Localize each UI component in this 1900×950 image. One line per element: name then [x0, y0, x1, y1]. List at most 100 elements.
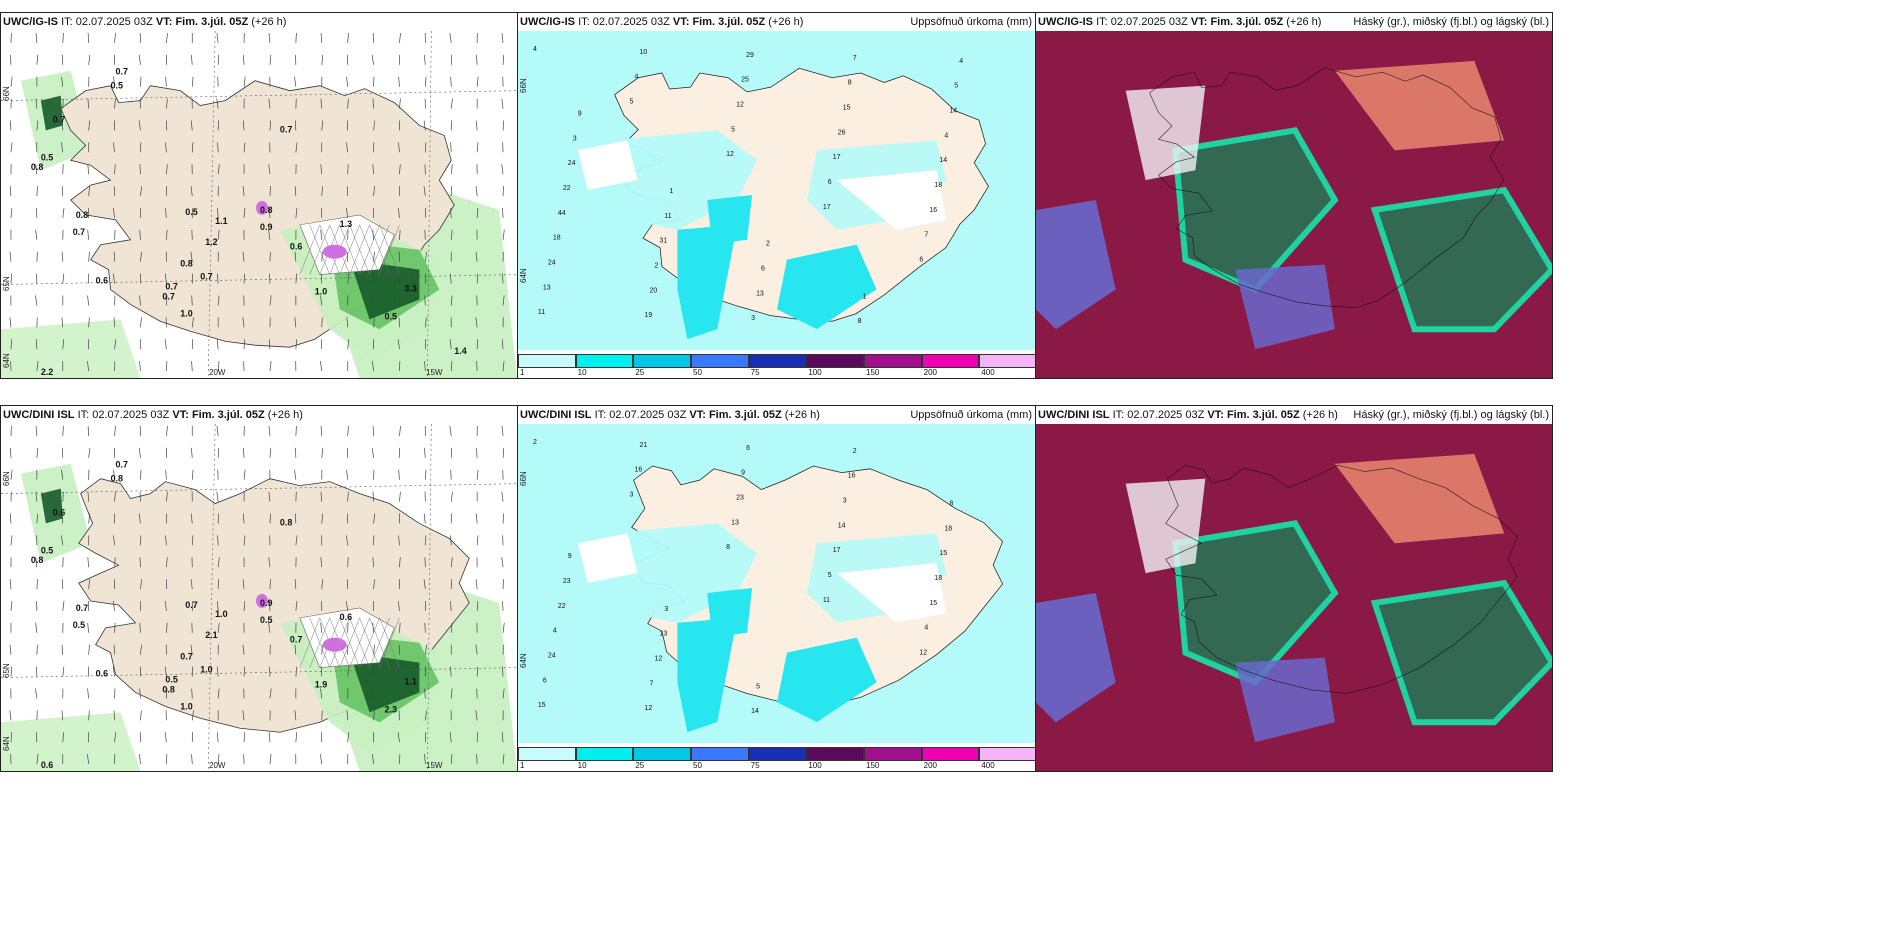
precip-zone-dark: [349, 259, 420, 320]
wind-value: 0.7: [76, 603, 88, 613]
wind-barb: [321, 120, 324, 131]
precip-value: 3: [630, 492, 634, 499]
colorbar-label: 400: [981, 761, 995, 770]
cloud-map[interactable]: [1036, 424, 1552, 771]
wind-barb: [113, 535, 115, 546]
wind-barb: [372, 754, 374, 765]
wind-value: 0.6: [96, 276, 108, 286]
wind-barb: [9, 513, 12, 524]
wind-barb: [217, 164, 220, 175]
precip-value: 12: [736, 102, 744, 109]
wind-value: 0.5: [185, 207, 197, 217]
precip-value: 10: [640, 49, 648, 56]
wind-barb: [140, 469, 142, 480]
hatch-line: [309, 224, 330, 275]
wind-barb: [62, 666, 65, 677]
wind-barb: [166, 295, 168, 306]
precip-map[interactable]: 4 5 12 17 6 11 4 5 6 7 13 10 12 17 16 24 19 25 26 18 18 20 29 1…: [518, 31, 1035, 350]
wind-barb: [424, 622, 426, 633]
panel-wind-bottom: UWC/DINI ISL IT: 02.07.2025 03Z VT: Fim.…: [0, 405, 518, 772]
wind-value: 0.8: [280, 517, 292, 527]
wind-barb: [10, 447, 12, 458]
precip-value: 12: [726, 151, 734, 158]
precip-map[interactable]: 2 3 8 11 12 15 16 13 5 4 6 21 23 17 15 24 12 9 14 18 4 7 6 3 15 2…: [518, 424, 1035, 743]
wind-barb: [217, 557, 220, 568]
colorbar-label: 25: [635, 761, 645, 770]
wind-barb: [321, 447, 324, 458]
panel-wind-top: UWC/IG-IS IT: 02.07.2025 03Z VT: Fim. 3.…: [0, 12, 518, 379]
wind-barb: [373, 579, 376, 590]
wind-barb: [476, 207, 479, 218]
precip-value: 18: [553, 235, 561, 242]
wind-barb: [62, 98, 64, 109]
colorbar-label: 75: [750, 368, 760, 377]
wind-value: 0.5: [73, 620, 85, 630]
wind-barb: [10, 732, 13, 743]
wind-barb: [373, 186, 376, 197]
precip-value: 4: [959, 58, 963, 65]
wind-barb: [10, 535, 13, 546]
wind-value: 1.2: [205, 237, 217, 247]
lat-line: [1, 483, 517, 494]
wind-barb: [424, 361, 426, 372]
wind-map[interactable]: 0.7 0.5 0.7 0.5 0.8 0.8 0.7 0.6 0.8 0.5 1.1 1.2 0.8 0…: [1, 31, 517, 378]
wind-barb: [320, 557, 323, 568]
hatch-line: [359, 617, 380, 668]
precip-value: 6: [746, 445, 750, 452]
wind-barb: [113, 142, 115, 153]
wind-barb: [449, 732, 452, 743]
wind-barb: [502, 622, 505, 633]
wind-barb: [88, 579, 90, 590]
wind-barb: [398, 76, 400, 87]
wind-barb: [166, 688, 168, 699]
wind-barb: [191, 317, 194, 328]
wind-barb: [294, 76, 297, 87]
wind-barb: [35, 622, 38, 633]
wind-barb: [88, 251, 90, 262]
wind-barb: [450, 361, 453, 372]
wind-map[interactable]: 0.7 0.8 0.6 0.5 0.8 0.7 0.5 0.6 0.9 0.7 1.0 2.1 0.7 0…: [1, 424, 517, 771]
wind-barb: [87, 361, 90, 372]
snow-zone: [256, 594, 268, 608]
precip-value: 8: [848, 80, 852, 87]
lon-line: [207, 424, 216, 771]
wind-barb: [268, 229, 271, 240]
wind-barb: [372, 622, 374, 633]
wind-barb: [475, 579, 478, 590]
wind-barb: [88, 513, 91, 524]
wind-barb: [9, 579, 12, 590]
low-cloud-zone: [1036, 200, 1116, 330]
wind-barb: [294, 513, 297, 524]
wind-barb: [321, 644, 323, 655]
wind-barb: [502, 666, 504, 677]
precip-value: 14: [949, 107, 957, 114]
wind-barb: [450, 98, 453, 109]
precip-value: 13: [659, 631, 667, 638]
wind-value: 3.3: [404, 284, 416, 294]
high-cloud-zone: [1175, 523, 1335, 683]
wind-barb: [243, 142, 246, 153]
wind-barb: [268, 339, 271, 350]
high-cloud-zone: [1374, 190, 1552, 330]
cloud-map[interactable]: [1036, 31, 1552, 378]
wind-barb: [424, 754, 426, 765]
wind-barb: [268, 557, 271, 568]
wind-barb: [424, 688, 426, 699]
wind-value: 0.7: [165, 282, 177, 292]
wind-barb: [502, 754, 505, 765]
low-cloud-zone: [1235, 657, 1335, 743]
wind-barb: [398, 207, 400, 218]
wind-value: 0.6: [340, 612, 352, 622]
wind-barb: [397, 666, 400, 677]
hatch-line: [349, 617, 370, 668]
wind-value: 2.3: [385, 704, 397, 714]
wind-barb: [217, 622, 220, 633]
wind-barb: [502, 600, 504, 611]
wind-barb: [61, 317, 64, 328]
wind-barb: [399, 229, 401, 240]
precip-value: 14: [838, 522, 846, 529]
wind-barb: [373, 317, 375, 328]
wind-barb: [449, 666, 452, 677]
precip-value: 1: [669, 188, 673, 195]
precip-value: 17: [833, 154, 841, 161]
